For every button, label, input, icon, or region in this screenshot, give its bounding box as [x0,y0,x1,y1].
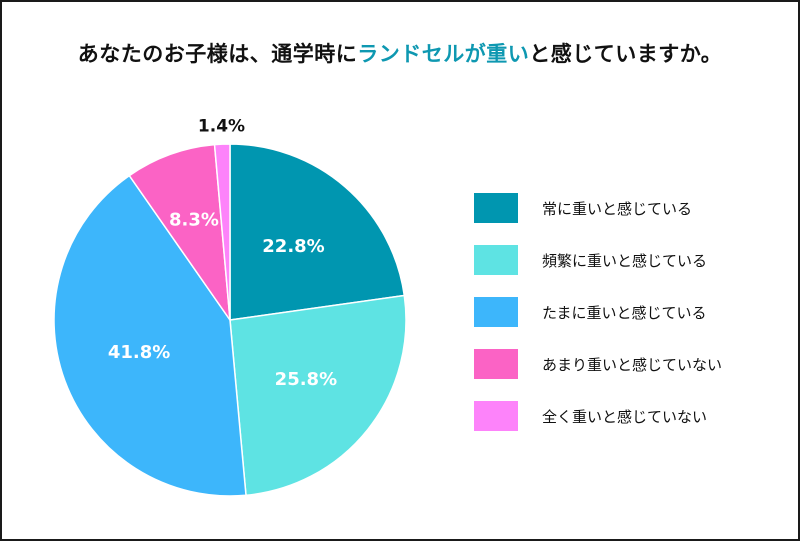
legend-label-1: 常に重いと感じている [542,199,693,218]
legend: 常に重いと感じている 頻繁に重いと感じている たまに重いと感じている あまり重いと感じ… [474,193,722,453]
legend-label-2: 頻繁に重いと感じている [542,251,708,270]
pie-slice-5 [213,143,231,321]
pie-slice-3 [53,174,247,497]
legend-item-5: 全く重いと感じていない [474,401,722,431]
title-highlight: ランドセルが重い [357,42,530,66]
chart-title: あなたのお子様は、通学時にランドセルが重いと感じていますか。 [0,38,800,68]
legend-item-2: 頻繁に重いと感じている [474,245,722,275]
legend-swatch-4 [474,349,518,379]
slice-label-1: 22.8% [262,236,324,257]
title-part-before: あなたのお子様は、通学時に [77,42,358,66]
pie-slice-2 [229,294,407,497]
pie-slice-4 [128,143,231,323]
title-part-after: と感じていますか。 [529,42,723,66]
legend-swatch-1 [474,193,518,223]
legend-swatch-3 [474,297,518,327]
slice-label-3: 41.8% [108,342,170,363]
legend-swatch-2 [474,245,518,275]
legend-label-4: あまり重いと感じていない [542,355,723,374]
legend-item-4: あまり重いと感じていない [474,349,722,379]
legend-label-3: たまに重いと感じている [542,303,707,322]
legend-label-5: 全く重いと感じていない [542,407,708,426]
slice-label-4: 8.3% [169,210,219,231]
pie-slice-1 [229,143,406,321]
legend-item-1: 常に重いと感じている [474,193,722,223]
legend-swatch-5 [474,401,518,431]
legend-item-3: たまに重いと感じている [474,297,722,327]
slice-label-2: 25.8% [275,369,337,390]
slice-label-5: 1.4% [198,117,245,137]
